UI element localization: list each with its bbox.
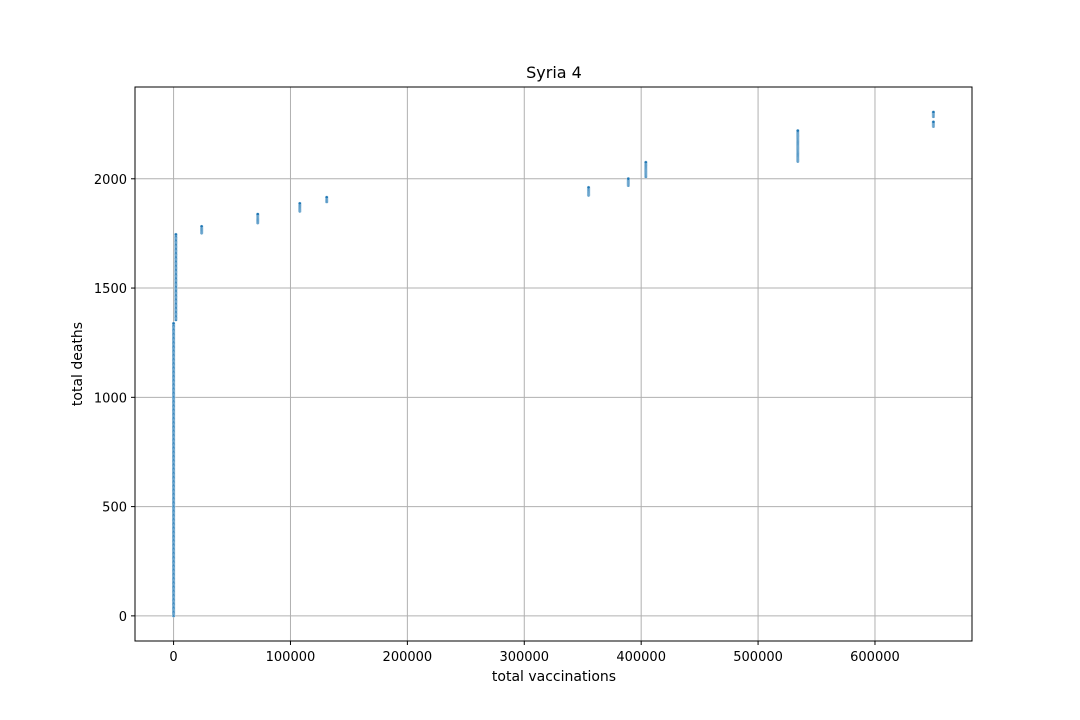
y-tick-label: 1000 (94, 391, 127, 406)
axis-ticks: 0 100000 200000 300000 400000 500000 600000 0 50… (94, 173, 900, 665)
y-tick-label: 1500 (94, 282, 127, 297)
data-point (586, 185, 591, 190)
data-point (199, 224, 204, 229)
data-point (931, 110, 936, 114)
data-points (171, 110, 936, 618)
chart-title: Syria 4 (526, 63, 582, 82)
x-tick-label: 500000 (733, 650, 783, 665)
data-point (171, 321, 176, 326)
x-tick-label: 100000 (266, 650, 316, 665)
grid (135, 87, 972, 641)
x-axis-label: total vaccinations (492, 669, 616, 685)
data-point (174, 232, 178, 237)
x-tick-label: 600000 (850, 650, 900, 665)
data-point (298, 201, 302, 206)
x-tick-label: 300000 (499, 650, 549, 665)
data-point (931, 120, 936, 124)
data-point (324, 195, 329, 200)
x-tick-label: 200000 (383, 650, 433, 665)
data-point (255, 212, 260, 216)
y-tick-label: 500 (102, 501, 127, 516)
data-point (644, 160, 648, 165)
plot-frame (134, 86, 973, 642)
data-point (626, 177, 631, 181)
y-tick-label: 0 (119, 610, 127, 625)
x-tick-label: 0 (169, 650, 177, 665)
data-point (796, 128, 800, 133)
y-tick-label: 2000 (94, 173, 127, 188)
x-tick-label: 400000 (616, 650, 666, 665)
y-axis-label: total deaths (70, 322, 86, 406)
